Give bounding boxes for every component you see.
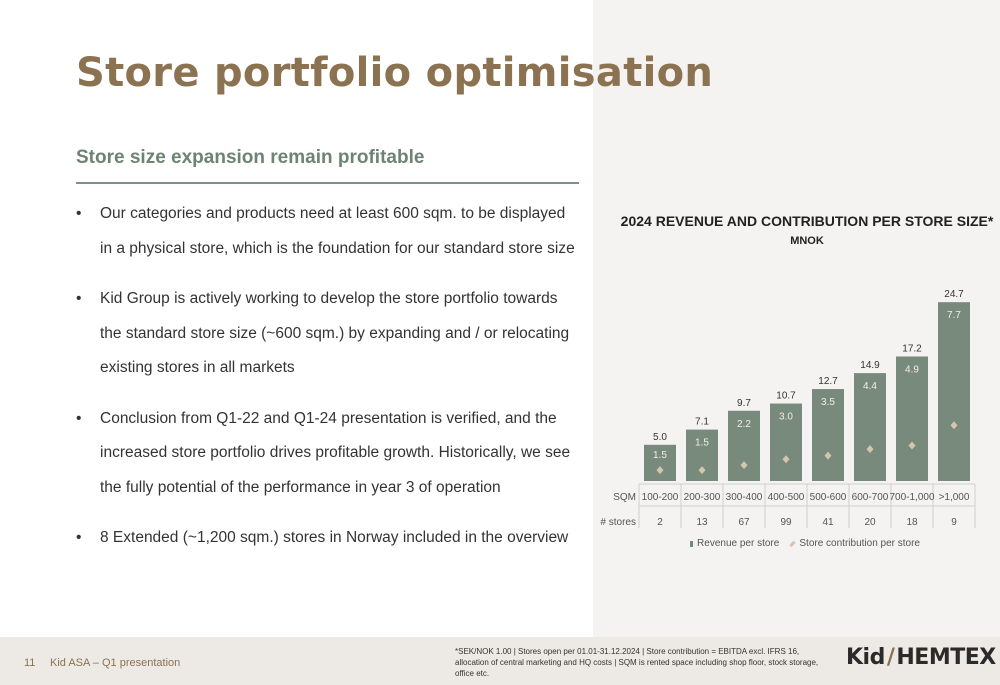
contribution-value-label: 7.7 (947, 310, 961, 321)
revenue-value-label: 9.7 (737, 398, 751, 409)
store-count-label: 2 (657, 517, 663, 528)
contribution-value-label: 1.5 (695, 438, 709, 449)
row-label-sqm: SQM (613, 492, 636, 503)
bullet-item: Kid Group is actively working to develop… (76, 282, 576, 386)
revenue-value-label: 10.7 (776, 391, 796, 402)
revenue-bar (728, 410, 760, 481)
store-count-label: 67 (738, 517, 750, 528)
contribution-marker (698, 466, 706, 475)
revenue-bar (938, 302, 970, 481)
section-subtitle: Store size expansion remain profitable (76, 147, 425, 168)
logo-hemtex: HEMTEX (896, 645, 996, 670)
bullet-list: Our categories and products need at leas… (76, 197, 576, 572)
store-count-label: 9 (951, 517, 957, 528)
revenue-legend-label: Revenue per store (697, 538, 780, 549)
sqm-tick-label: 500-600 (810, 492, 847, 503)
revenue-legend-swatch (690, 540, 694, 547)
revenue-bar (644, 444, 676, 481)
store-count-label: 20 (864, 517, 876, 528)
store-count-label: 13 (696, 517, 708, 528)
contribution-value-label: 4.9 (905, 364, 919, 375)
page-title: Store portfolio optimisation (76, 50, 714, 96)
chart-title: 2024 REVENUE AND CONTRIBUTION PER STORE … (620, 213, 994, 229)
revenue-contribution-chart: SQM # stores 5.0 1.5 100-200 2 7.1 1.5 200-300 13… (600, 289, 976, 528)
contribution-marker (908, 441, 916, 450)
contribution-marker (656, 466, 664, 475)
revenue-value-label: 7.1 (695, 417, 709, 428)
contribution-marker (866, 445, 874, 454)
sqm-tick-label: 300-400 (726, 492, 763, 503)
page-number: 11 (24, 657, 36, 669)
row-label-stores: # stores (600, 517, 636, 528)
revenue-value-label: 24.7 (944, 289, 964, 300)
store-count-label: 99 (780, 517, 792, 528)
footnote: *SEK/NOK 1.00 | Stores open per 01.01-31… (455, 647, 819, 678)
store-count-label: 18 (906, 517, 918, 528)
contribution-marker (950, 421, 958, 430)
logo-kid: Kid (846, 645, 885, 670)
revenue-value-label: 12.7 (818, 376, 838, 387)
revenue-bar (812, 389, 844, 481)
store-count-label: 41 (822, 517, 834, 528)
sqm-tick-label: 200-300 (684, 492, 721, 503)
subtitle-divider (76, 182, 579, 184)
chart-panel (593, 0, 1000, 637)
revenue-bar (854, 373, 886, 481)
bullet-item: 8 Extended (~1,200 sqm.) stores in Norwa… (76, 521, 576, 556)
contribution-marker (782, 455, 790, 464)
contribution-value-label: 3.0 (779, 412, 793, 423)
sqm-tick-label: 700-1,000 (889, 492, 934, 503)
contribution-marker (824, 451, 832, 460)
contribution-value-label: 3.5 (821, 397, 835, 408)
contribution-legend-swatch (789, 540, 797, 547)
contribution-value-label: 1.5 (653, 450, 667, 461)
sqm-tick-label: >1,000 (939, 492, 970, 503)
sqm-tick-label: 600-700 (852, 492, 889, 503)
revenue-value-label: 14.9 (860, 360, 880, 371)
contribution-value-label: 4.4 (863, 381, 877, 392)
chart-unit: MNOK (790, 235, 824, 247)
company-logo: Kid/HEMTEX (846, 645, 996, 670)
revenue-value-label: 5.0 (653, 432, 667, 443)
bullet-item: Our categories and products need at leas… (76, 197, 576, 266)
contribution-marker (740, 461, 748, 470)
contribution-legend-label: Store contribution per store (799, 538, 920, 549)
revenue-value-label: 17.2 (902, 343, 922, 354)
revenue-bar (770, 403, 802, 481)
sqm-tick-label: 100-200 (642, 492, 679, 503)
logo-slash: / (886, 645, 895, 670)
presentation-label: Kid ASA – Q1 presentation (50, 657, 181, 669)
sqm-tick-label: 400-500 (768, 492, 805, 503)
footer-bar (0, 637, 1000, 685)
contribution-value-label: 2.2 (737, 419, 751, 430)
revenue-bar (896, 356, 928, 481)
chart-legend: Revenue per store Store contribution per… (690, 538, 920, 549)
bullet-item: Conclusion from Q1-22 and Q1-24 presenta… (76, 402, 576, 506)
